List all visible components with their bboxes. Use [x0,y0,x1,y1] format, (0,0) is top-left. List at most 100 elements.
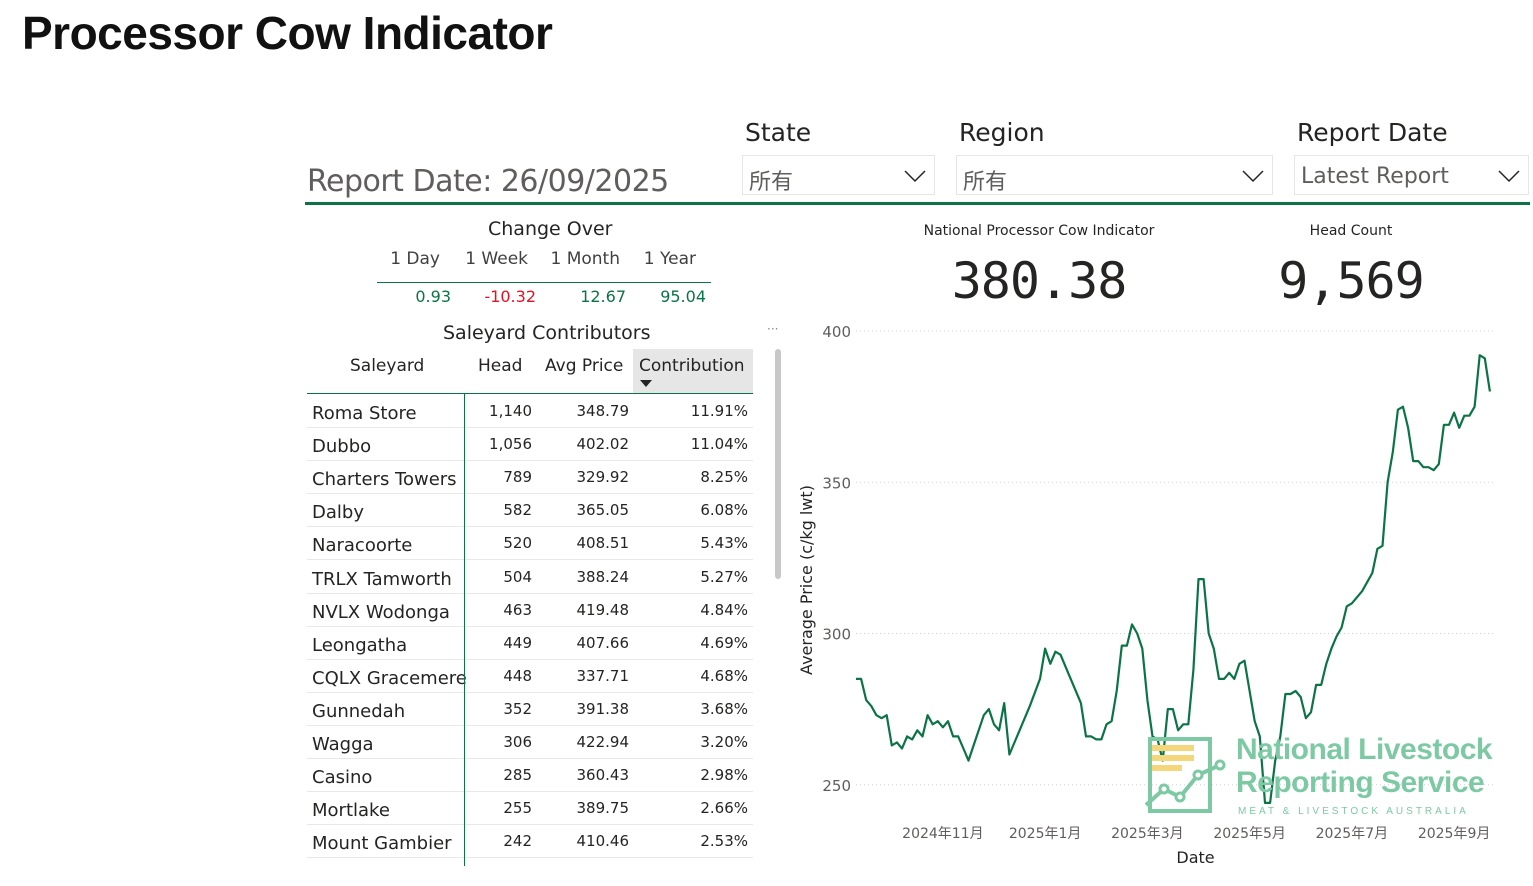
y-tick-label: 250 [822,777,851,795]
region-filter-dropdown[interactable]: 所有 [956,155,1273,195]
contribution-cell: 3.20% [700,733,748,751]
table-row[interactable]: CQLX Gracemere 448 337.71 4.68% [307,660,753,693]
contribution-cell: 3.68% [700,699,748,718]
head-cell: 520 [503,534,532,553]
head-cell: 306 [503,733,532,751]
contribution-cell: 8.25% [700,468,748,487]
column-header-contribution[interactable]: Contribution [639,356,745,376]
contribution-cell: 5.27% [700,567,748,586]
saleyard-table-title: Saleyard Contributors [443,322,651,344]
table-row[interactable]: Dalby 582 365.05 6.08% [307,494,753,528]
avg-price-cell: 391.38 [576,699,630,718]
avg-price-cell: 337.71 [576,666,630,685]
avg-price-cell: 348.79 [576,402,630,420]
avg-price-cell: 407.66 [576,633,630,652]
table-row[interactable]: Mortlake 255 389.75 2.66% [307,792,753,826]
head-cell: 352 [503,699,532,718]
y-axis-label: Average Price (c/kg lwt) [797,485,816,675]
price-line-chart: 250 300 350 400 2024年11月 2025年1月 2025年3月 2025年5… [797,323,1495,867]
chevron-down-icon [1498,170,1520,183]
change-header-1year: 1 Year [643,249,696,269]
saleyard-name-cell: Mortlake [312,800,390,822]
contribution-cell: 4.84% [700,600,748,619]
table-row[interactable]: Mount Gambier 242 410.46 2.53% [307,825,753,859]
contribution-cell: 11.04% [690,435,748,454]
more-options-icon[interactable]: ··· [767,322,779,336]
avg-price-cell: 410.46 [576,832,630,851]
contribution-cell: 4.69% [700,633,748,652]
table-row[interactable]: Casino 285 360.43 2.98% [307,759,753,793]
page-title: Processor Cow Indicator [22,7,553,59]
region-filter-label: Region [959,118,1045,147]
saleyard-name-cell: Leongatha [312,634,408,656]
nlrs-logo-icon [1144,737,1226,813]
saleyard-name-cell: Gunnedah [312,700,406,722]
table-row[interactable]: Roma Store 1,140 348.79 11.91% [307,395,753,428]
contribution-cell: 2.98% [700,766,748,785]
contribution-cell: 11.91% [690,402,748,420]
avg-price-cell: 388.24 [576,567,630,586]
change-header-1day: 1 Day [390,249,440,269]
report-date-filter-value: Latest Report [1301,164,1449,189]
contribution-cell: 6.08% [700,501,748,520]
change-over-divider [377,282,711,283]
state-filter-value: 所有 [749,170,794,195]
watermark-line-2: Reporting Service [1236,766,1485,799]
column-header-avg-price[interactable]: Avg Price [545,356,624,376]
table-column-divider [464,394,465,866]
chevron-down-icon [1242,170,1264,183]
contribution-cell: 2.53% [700,832,748,851]
saleyard-name-cell: TRLX Tamworth [312,568,452,590]
series-line [856,354,1491,804]
report-date-filter-label: Report Date [1297,118,1448,147]
indicator-kpi-label: National Processor Cow Indicator [923,223,1155,239]
change-value-1week: -10.32 [484,287,536,306]
column-header-saleyard[interactable]: Saleyard [350,356,425,376]
change-value-1day: 0.93 [415,287,451,306]
head-cell: 242 [503,832,532,851]
report-date-label: Report Date: 26/09/2025 [307,164,669,199]
table-row[interactable]: Dubbo 1,056 402.02 11.04% [307,428,753,462]
column-header-head[interactable]: Head [478,356,523,376]
saleyard-name-cell: Wagga [312,734,374,755]
state-filter-dropdown[interactable]: 所有 [742,155,935,195]
table-row[interactable]: Leongatha 449 407.66 4.69% [307,627,753,660]
watermark-line-1: National Livestock [1236,733,1493,766]
contribution-cell: 2.66% [700,799,748,818]
avg-price-cell: 365.05 [576,501,630,520]
table-row[interactable]: TRLX Tamworth 504 388.24 5.27% [307,561,753,594]
table-row[interactable]: Wagga 306 422.94 3.20% [307,726,753,759]
contribution-cell: 5.43% [700,534,748,553]
header-divider [305,202,1530,205]
indicator-kpi-value: 380.38 [951,252,1128,310]
head-cell: 255 [503,799,532,818]
avg-price-cell: 408.51 [576,534,630,553]
sort-descending-icon[interactable] [640,380,652,387]
avg-price-cell: 422.94 [576,733,630,751]
head-cell: 448 [503,666,532,685]
table-row[interactable]: Gunnedah 352 391.38 3.68% [307,693,753,726]
head-cell: 789 [503,468,532,487]
saleyard-name-cell: Naracoorte [312,535,413,557]
x-tick-label: 2025年1月 [1009,826,1082,842]
saleyard-name-cell: Mount Gambier [312,833,452,855]
saleyard-name-cell: Dalby [312,502,364,524]
avg-price-cell: 402.02 [576,435,630,454]
saleyard-name-cell: Roma Store [312,403,417,424]
x-axis-label: Date [1176,848,1214,867]
y-tick-label: 350 [822,474,851,492]
table-row[interactable]: NVLX Wodonga 463 419.48 4.84% [307,594,753,627]
head-cell: 285 [503,766,532,785]
table-row[interactable]: Naracoorte 520 408.51 5.43% [307,527,753,561]
report-date-filter-dropdown[interactable]: Latest Report [1294,155,1529,195]
x-tick-label: 2025年9月 [1418,826,1491,842]
table-row[interactable]: Charters Towers 789 329.92 8.25% [307,461,753,495]
x-tick-label: 2025年7月 [1316,826,1389,842]
x-tick-label: 2025年5月 [1213,826,1286,842]
table-scrollbar[interactable] [775,349,781,579]
head-cell: 463 [503,600,532,619]
y-tick-label: 400 [822,323,851,341]
avg-price-cell: 360.43 [576,766,630,785]
watermark-line-3: MEAT & LIVESTOCK AUSTRALIA [1238,806,1469,817]
contribution-cell: 4.68% [700,666,748,685]
